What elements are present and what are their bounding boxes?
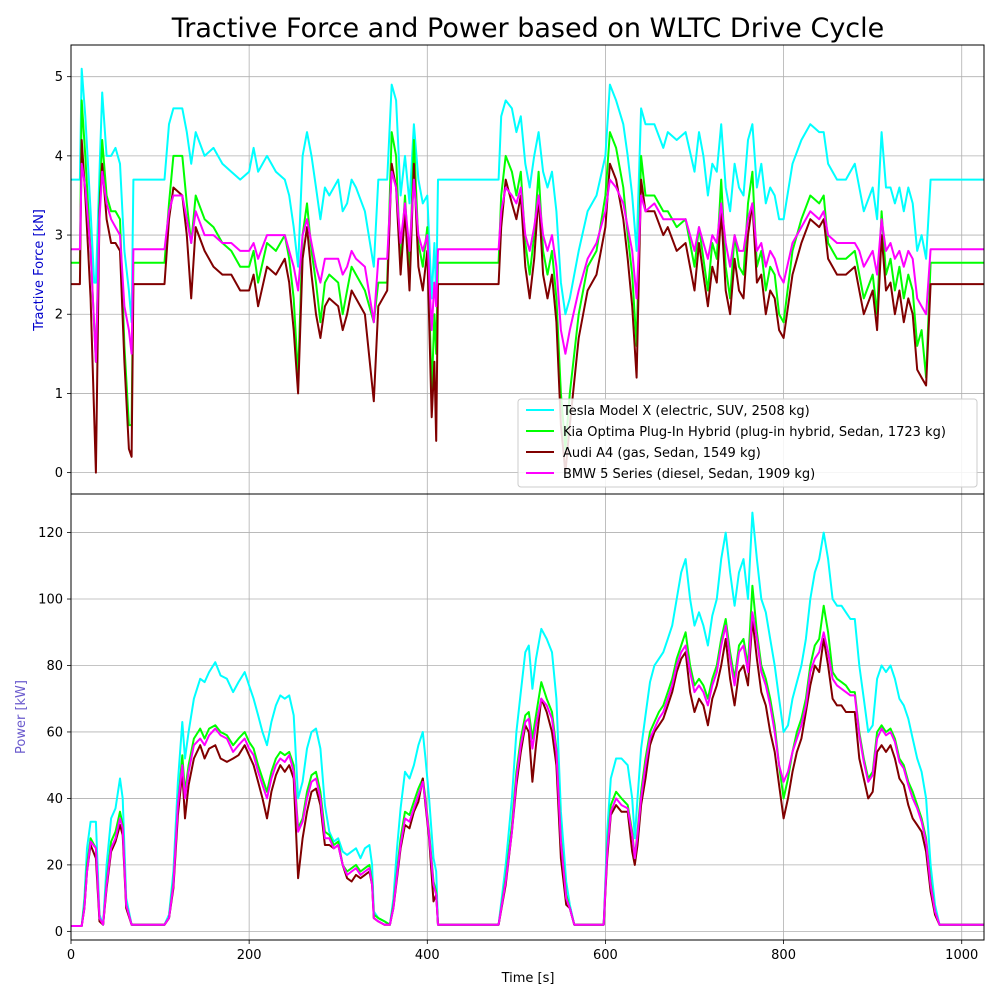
power-x-tick-label: 200 (237, 948, 262, 963)
power-x-tick-label: 400 (415, 948, 440, 963)
force-y-tick-label: 5 (55, 70, 63, 85)
power-y-tick-label: 100 (38, 593, 63, 608)
power-plot-area (71, 494, 984, 940)
power-y-tick-label: 120 (38, 526, 63, 541)
force-y-tick-label: 4 (55, 149, 63, 164)
chart-title: Tractive Force and Power based on WLTC D… (171, 13, 885, 44)
power-axes-frame (70, 493, 985, 941)
power-y-tick-label: 0 (55, 925, 63, 940)
power-series-line-3 (71, 611, 984, 927)
force-y-tick-label: 1 (55, 387, 63, 402)
legend-box (517, 398, 978, 488)
legend-label: Kia Optima Plug-In Hybrid (plug-in hybri… (563, 425, 946, 440)
legend-label: Audi A4 (gas, Sedan, 1549 kg) (563, 446, 761, 461)
force-y-tick-label: 3 (55, 229, 63, 244)
power-y-tick-label: 80 (46, 659, 63, 674)
force-series-line-3 (71, 162, 984, 363)
power-x-tick-label: 800 (771, 948, 796, 963)
power-ticks: 0 200 400 600 800 1000 0 20 40 60 80 100 120 (38, 526, 978, 963)
power-panel: 0 200 400 600 800 1000 0 20 40 60 80 100 120 Power [… (14, 493, 985, 986)
legend-label: Tesla Model X (electric, SUV, 2508 kg) (562, 404, 810, 419)
force-series-line-0 (71, 67, 984, 324)
power-y-tick-label: 20 (46, 858, 63, 873)
power-x-tick-label: 1000 (945, 948, 978, 963)
power-x-tick-label: 0 (67, 948, 75, 963)
x-axis-label: Time [s] (501, 971, 555, 986)
power-y-tick-label: 60 (46, 725, 63, 740)
force-series-lines (71, 67, 984, 474)
power-y-tick-label: 40 (46, 792, 63, 807)
power-series-lines (71, 511, 984, 927)
power-series-line-2 (71, 618, 984, 927)
force-y-axis-label: Tractive Force [kN] (32, 209, 47, 332)
force-series-line-2 (71, 139, 984, 474)
power-x-tick-label: 600 (593, 948, 618, 963)
force-series-line-1 (71, 99, 984, 450)
force-panel: 0 1 2 3 4 5 Tractive Force [kN] Tesla Model X… (32, 44, 985, 498)
legend: Tesla Model X (electric, SUV, 2508 kg) Ki… (517, 398, 978, 488)
power-y-axis-label: Power [kW] (14, 680, 29, 754)
power-series-line-1 (71, 584, 984, 927)
power-series-line-0 (71, 511, 984, 927)
legend-label: BMW 5 Series (diesel, Sedan, 1909 kg) (563, 467, 815, 482)
force-y-tick-label: 2 (55, 308, 63, 323)
force-y-tick-label: 0 (55, 466, 63, 481)
